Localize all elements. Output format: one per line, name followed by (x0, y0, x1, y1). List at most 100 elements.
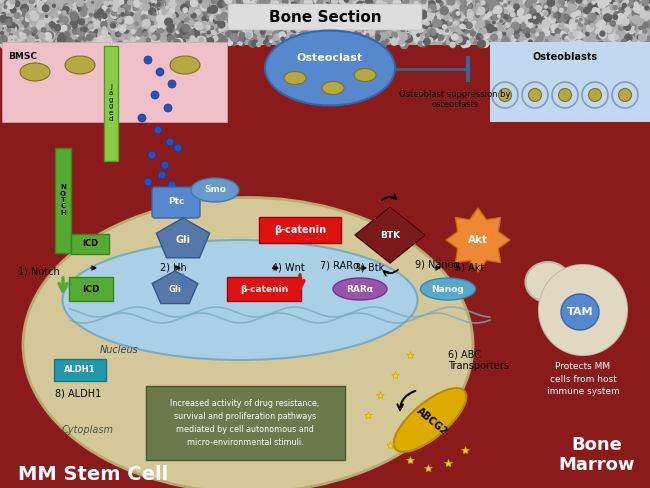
Circle shape (478, 40, 486, 48)
Circle shape (393, 25, 398, 31)
Circle shape (202, 20, 208, 26)
Circle shape (296, 14, 304, 21)
Circle shape (503, 37, 509, 43)
Circle shape (533, 41, 540, 46)
Circle shape (181, 40, 185, 43)
Circle shape (6, 5, 8, 7)
Circle shape (170, 8, 174, 13)
Circle shape (6, 0, 14, 8)
Circle shape (519, 36, 527, 43)
Circle shape (14, 20, 17, 23)
Circle shape (80, 20, 85, 25)
Circle shape (432, 22, 436, 26)
Circle shape (216, 11, 220, 15)
Circle shape (103, 36, 107, 39)
Circle shape (448, 21, 452, 25)
Circle shape (526, 14, 531, 19)
Circle shape (400, 41, 408, 49)
Circle shape (190, 20, 196, 26)
Circle shape (4, 5, 6, 8)
Circle shape (428, 28, 432, 32)
Circle shape (262, 38, 268, 44)
Circle shape (219, 28, 222, 32)
Circle shape (130, 37, 135, 42)
Circle shape (317, 18, 322, 22)
Circle shape (271, 14, 278, 21)
Circle shape (82, 24, 88, 30)
Circle shape (562, 0, 567, 4)
Circle shape (248, 24, 254, 30)
Circle shape (551, 29, 557, 35)
Circle shape (476, 14, 479, 18)
Circle shape (623, 41, 629, 47)
Circle shape (240, 17, 247, 24)
Circle shape (495, 4, 498, 7)
Circle shape (644, 22, 648, 27)
Circle shape (339, 21, 344, 26)
Circle shape (601, 6, 608, 13)
Circle shape (182, 27, 188, 33)
Circle shape (295, 0, 299, 3)
Circle shape (127, 1, 131, 4)
Circle shape (379, 27, 384, 32)
Circle shape (452, 39, 457, 43)
Circle shape (245, 34, 251, 39)
Circle shape (570, 27, 573, 30)
Circle shape (491, 15, 499, 22)
Circle shape (5, 26, 11, 33)
Circle shape (124, 9, 125, 11)
Circle shape (263, 25, 266, 29)
Circle shape (160, 18, 165, 24)
Circle shape (274, 14, 276, 17)
Circle shape (365, 29, 369, 32)
Circle shape (22, 29, 29, 36)
Circle shape (552, 37, 560, 44)
Circle shape (246, 4, 249, 6)
Circle shape (30, 21, 35, 26)
Circle shape (595, 31, 597, 33)
Text: ICD: ICD (83, 285, 99, 293)
Circle shape (151, 0, 154, 1)
Circle shape (66, 38, 72, 43)
Circle shape (158, 10, 162, 15)
Circle shape (631, 25, 636, 30)
Circle shape (354, 31, 359, 37)
Circle shape (555, 12, 558, 15)
Circle shape (159, 26, 164, 32)
Circle shape (255, 22, 262, 30)
Circle shape (177, 32, 185, 40)
Circle shape (577, 21, 580, 25)
Circle shape (501, 40, 507, 46)
Circle shape (22, 9, 30, 17)
Circle shape (245, 9, 252, 16)
Circle shape (249, 31, 256, 38)
Circle shape (557, 23, 561, 28)
Circle shape (263, 4, 268, 9)
Circle shape (291, 2, 297, 9)
Circle shape (296, 20, 299, 23)
Circle shape (333, 40, 337, 43)
Circle shape (246, 32, 253, 39)
Circle shape (153, 31, 156, 33)
Circle shape (320, 43, 323, 46)
Circle shape (102, 14, 107, 19)
Circle shape (168, 181, 176, 189)
Circle shape (436, 0, 441, 2)
Circle shape (360, 1, 366, 8)
Circle shape (53, 4, 55, 7)
Circle shape (8, 36, 14, 42)
Circle shape (27, 15, 30, 18)
Circle shape (476, 0, 478, 3)
Circle shape (309, 34, 312, 36)
Circle shape (94, 29, 98, 32)
Circle shape (472, 27, 474, 30)
Circle shape (424, 20, 428, 24)
Circle shape (272, 33, 280, 41)
Circle shape (301, 21, 307, 28)
Circle shape (320, 39, 326, 44)
Circle shape (126, 16, 132, 21)
Circle shape (254, 28, 261, 35)
Circle shape (131, 30, 135, 33)
Circle shape (618, 24, 625, 30)
Circle shape (314, 0, 319, 3)
